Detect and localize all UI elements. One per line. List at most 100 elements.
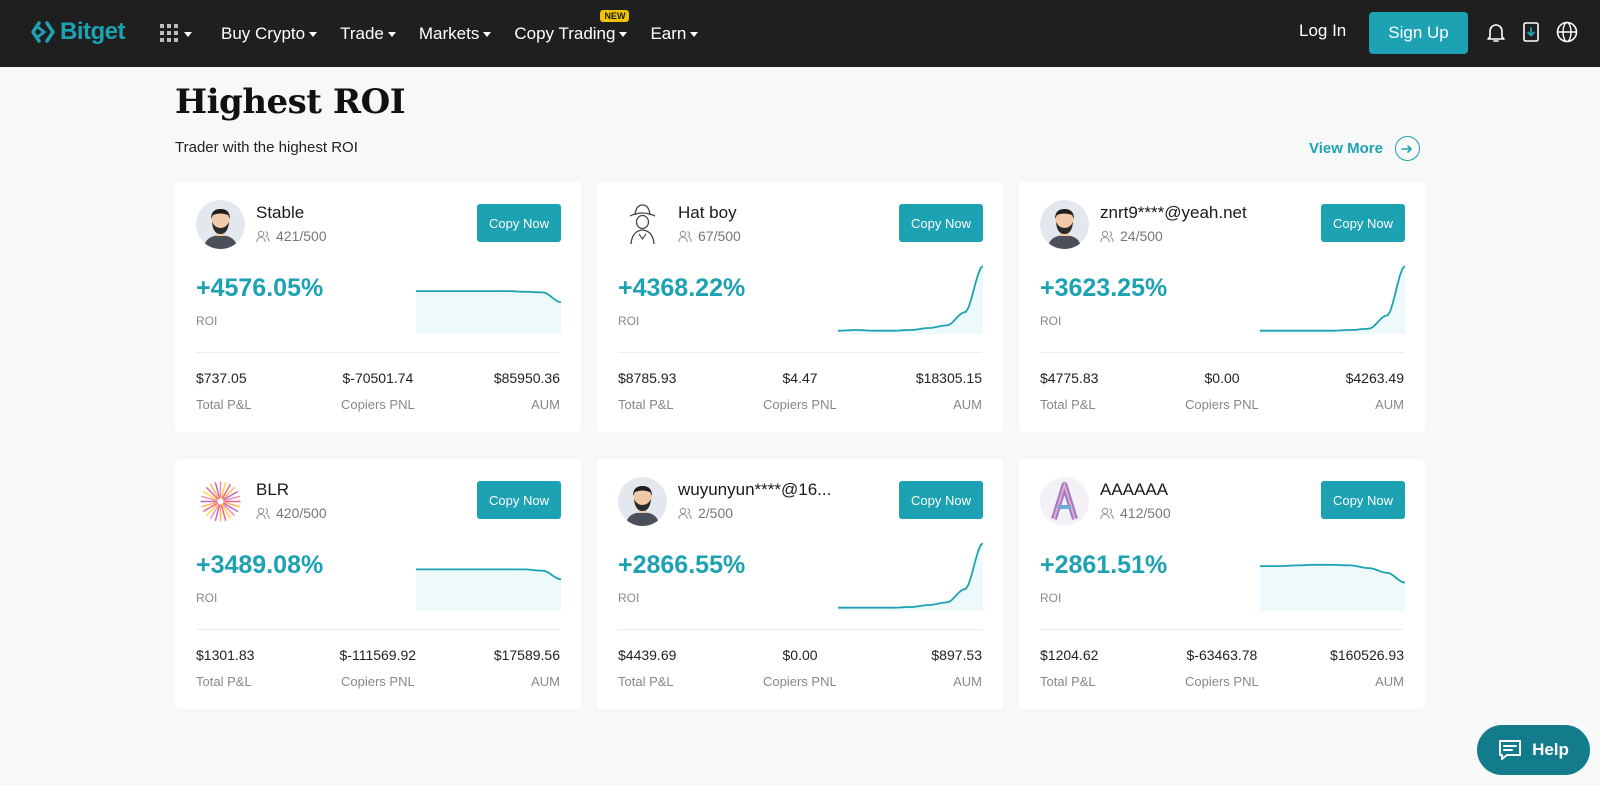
grid-icon	[160, 24, 178, 42]
trader-card[interactable]: AAAAAA 412/500 Copy Now +2861.51% ROI $1204.6…	[1019, 459, 1425, 709]
nav-label: Earn	[650, 23, 687, 43]
copiers-pnl-value: $-70501.74	[342, 370, 414, 386]
total-pl-value: $737.05	[196, 370, 247, 386]
copiers-count: 412/500	[1100, 505, 1171, 521]
copiers-pnl-label: Copiers PNL	[763, 674, 837, 689]
copy-now-button[interactable]: Copy Now	[477, 481, 561, 519]
chevron-down-icon	[309, 32, 318, 37]
sparkline-area	[1260, 266, 1405, 334]
divider	[1040, 352, 1404, 353]
sparkline-line	[838, 265, 983, 332]
copiers-count: 421/500	[256, 228, 327, 244]
total-pl-label: Total P&L	[1040, 397, 1096, 412]
nav-label: Buy Crypto	[221, 23, 306, 43]
copiers-count: 24/500	[1100, 228, 1163, 244]
copy-now-button[interactable]: Copy Now	[477, 204, 561, 242]
nav-markets[interactable]: Markets	[418, 23, 492, 44]
avatar[interactable]	[1040, 200, 1089, 249]
signup-button[interactable]: Sign Up	[1369, 12, 1468, 54]
roi-label: ROI	[618, 314, 640, 328]
roi-value: +4576.05%	[196, 274, 324, 302]
copy-now-button[interactable]: Copy Now	[899, 204, 983, 242]
help-label: Help	[1532, 740, 1569, 759]
section-subtitle: Trader with the highest ROI	[175, 139, 358, 156]
top-navigation: Bitget Buy Crypto Trade Markets Copy Tra…	[0, 0, 1600, 67]
trader-card[interactable]: BLR 420/500 Copy Now +3489.08% ROI $1301.83 $-…	[175, 459, 581, 709]
trader-card[interactable]: wuyunyun****@16... 2/500 Copy Now +2866.55%…	[597, 459, 1003, 709]
roi-sparkline	[416, 290, 561, 334]
aum-label: AUM	[1375, 674, 1404, 689]
total-pl-label: Total P&L	[196, 397, 252, 412]
help-button[interactable]: Help	[1477, 725, 1590, 775]
copiers-pnl-label: Copiers PNL	[1185, 674, 1259, 689]
chevron-down-icon	[184, 31, 192, 37]
copy-now-button[interactable]: Copy Now	[1321, 481, 1405, 519]
roi-label: ROI	[196, 591, 218, 605]
aum-label: AUM	[953, 674, 982, 689]
aum-value: $17589.56	[493, 647, 560, 663]
trader-name[interactable]: wuyunyun****@16...	[678, 480, 832, 499]
copiers-value: 421/500	[276, 228, 327, 244]
sparkline-line	[416, 568, 561, 581]
total-pl-label: Total P&L	[196, 674, 252, 689]
bitget-logo-icon	[31, 21, 55, 43]
login-link[interactable]: Log In	[1299, 21, 1347, 40]
copiers-value: 2/500	[698, 505, 734, 521]
trader-name[interactable]: AAAAAA	[1100, 480, 1169, 499]
view-more-label: View More	[1309, 140, 1383, 157]
divider	[618, 629, 982, 630]
avatar[interactable]	[618, 200, 667, 249]
view-more-link[interactable]: View More	[1309, 136, 1420, 161]
nav-copy-trading[interactable]: Copy Trading NEW	[514, 9, 630, 44]
users-icon	[1100, 507, 1114, 519]
trader-name[interactable]: Hat boy	[678, 203, 737, 222]
divider	[618, 352, 982, 353]
logo-text: Bitget	[60, 18, 126, 45]
globe-icon[interactable]	[1555, 20, 1579, 44]
roi-sparkline	[838, 265, 983, 334]
nav-buy-crypto[interactable]: Buy Crypto	[221, 23, 318, 44]
total-pl-label: Total P&L	[618, 397, 674, 412]
sparkline-line	[1260, 265, 1405, 332]
total-pl-value: $1301.83	[196, 647, 255, 663]
copiers-value: 412/500	[1120, 505, 1171, 521]
copiers-pnl-value: $4.47	[782, 370, 818, 386]
copiers-pnl-label: Copiers PNL	[341, 674, 415, 689]
total-pl-label: Total P&L	[1040, 674, 1096, 689]
roi-sparkline	[838, 542, 983, 611]
bitget-logo[interactable]: Bitget	[30, 18, 126, 46]
total-pl-value: $4775.83	[1040, 370, 1099, 386]
nav-trade[interactable]: Trade	[340, 24, 396, 44]
copy-now-button[interactable]: Copy Now	[1321, 204, 1405, 242]
copiers-value: 67/500	[698, 228, 741, 244]
trader-card[interactable]: Hat boy 67/500 Copy Now +4368.22% ROI $8785.9…	[597, 182, 1003, 432]
roi-value: +4368.22%	[618, 274, 746, 302]
copiers-count: 2/500	[678, 505, 733, 521]
trader-card[interactable]: Stable 421/500 Copy Now +4576.05% ROI $737.05…	[175, 182, 581, 432]
trader-card[interactable]: znrt9****@yeah.net 24/500 Copy Now +3623.25…	[1019, 182, 1425, 432]
sparkline-line	[416, 290, 561, 304]
nav-label: Markets	[418, 23, 480, 43]
copy-now-button[interactable]: Copy Now	[899, 481, 983, 519]
sparkline-area	[1260, 564, 1405, 611]
sparkline-area	[416, 569, 561, 611]
trader-name[interactable]: Stable	[256, 203, 305, 222]
aum-label: AUM	[531, 674, 560, 689]
nav-earn[interactable]: Earn	[650, 23, 699, 44]
avatar[interactable]	[1040, 477, 1089, 526]
aum-label: AUM	[531, 397, 560, 412]
avatar[interactable]	[618, 477, 667, 526]
download-icon[interactable]	[1519, 20, 1543, 44]
trader-name[interactable]: BLR	[256, 480, 290, 499]
nav-label: Copy Trading	[514, 23, 616, 43]
bell-icon[interactable]	[1484, 20, 1508, 44]
aum-label: AUM	[1375, 397, 1404, 412]
avatar[interactable]	[196, 477, 245, 526]
total-pl-value: $1204.62	[1040, 647, 1099, 663]
sparkline-area	[838, 266, 983, 334]
apps-menu[interactable]	[160, 24, 192, 42]
trader-name[interactable]: znrt9****@yeah.net	[1100, 203, 1247, 222]
copiers-pnl-label: Copiers PNL	[341, 397, 415, 412]
aum-value: $897.53	[931, 647, 982, 663]
avatar[interactable]	[196, 200, 245, 249]
